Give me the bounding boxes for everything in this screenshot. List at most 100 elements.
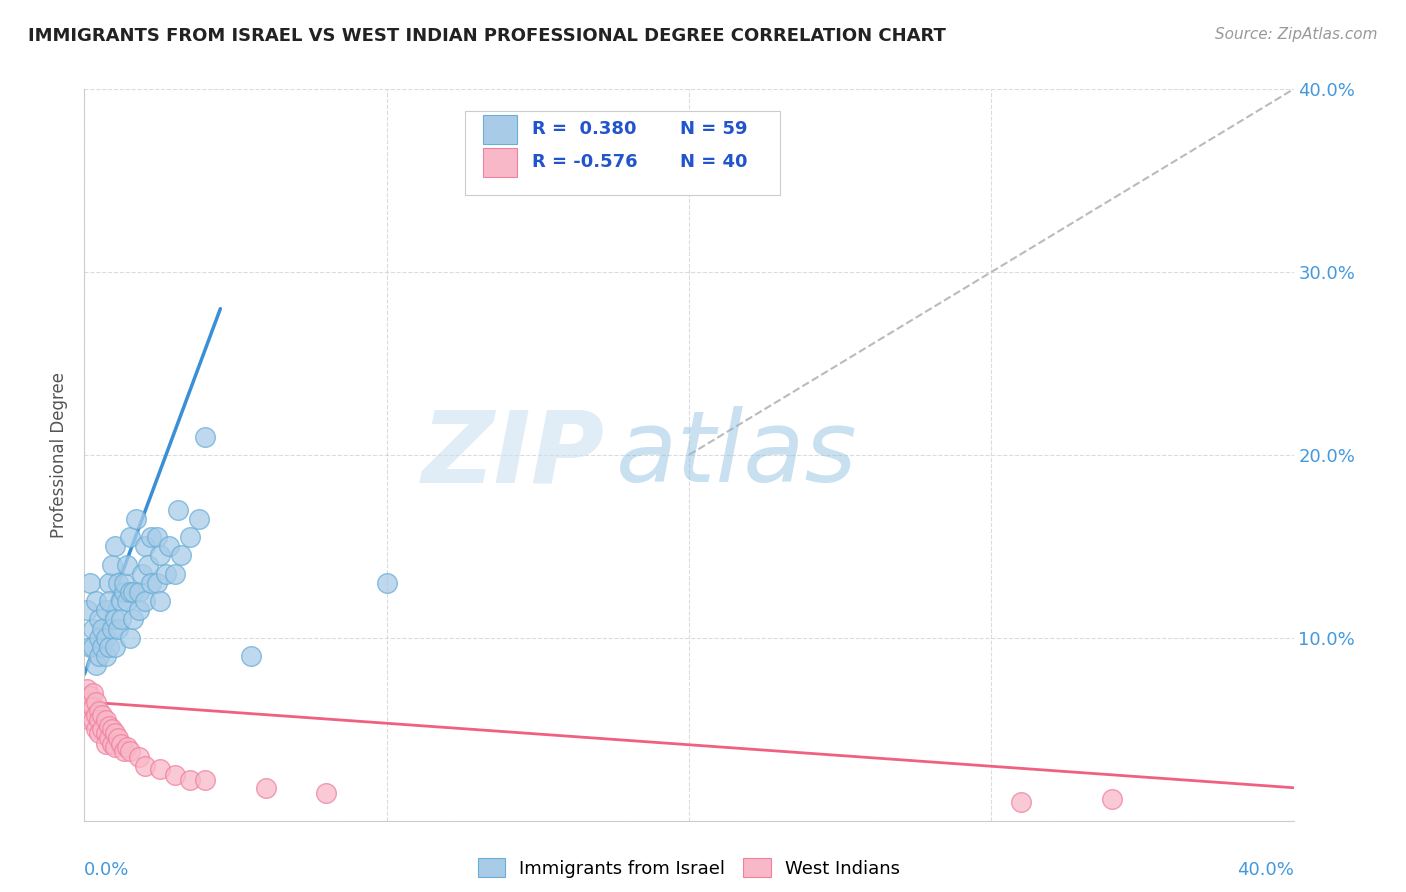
Point — [112, 744, 135, 758]
Point — [82, 640, 104, 654]
Point — [91, 640, 114, 654]
Point — [167, 502, 190, 516]
Point — [131, 566, 153, 581]
Point — [128, 585, 150, 599]
Point — [110, 613, 132, 627]
Point — [94, 631, 117, 645]
Point — [149, 763, 172, 777]
Point — [107, 576, 129, 591]
Point — [86, 594, 108, 608]
Point — [100, 558, 122, 572]
Point — [94, 603, 117, 617]
Point — [118, 585, 141, 599]
Bar — [484, 148, 517, 177]
Point — [86, 695, 108, 709]
Point — [82, 713, 104, 727]
Point — [121, 613, 143, 627]
Point — [86, 723, 108, 737]
Point — [79, 713, 101, 727]
Point — [115, 740, 138, 755]
Point — [107, 622, 129, 636]
Text: N = 59: N = 59 — [681, 120, 748, 138]
Point — [76, 695, 98, 709]
Point — [89, 726, 111, 740]
Point — [91, 622, 114, 636]
Point — [107, 731, 129, 746]
Point — [97, 576, 120, 591]
Point — [134, 539, 156, 553]
Text: N = 40: N = 40 — [681, 153, 748, 171]
Legend: Immigrants from Israel, West Indians: Immigrants from Israel, West Indians — [471, 851, 907, 885]
Point — [139, 576, 162, 591]
Point — [79, 640, 101, 654]
Point — [94, 713, 117, 727]
Point — [100, 737, 122, 751]
Point — [104, 539, 127, 553]
Point — [170, 549, 193, 563]
Point — [76, 603, 98, 617]
Point — [1101, 791, 1123, 805]
Point — [79, 690, 101, 704]
Point — [254, 780, 277, 795]
Point — [97, 640, 120, 654]
Text: 40.0%: 40.0% — [1237, 861, 1294, 879]
Point — [165, 566, 187, 581]
Point — [97, 731, 120, 746]
FancyBboxPatch shape — [465, 112, 780, 195]
Point — [104, 613, 127, 627]
Point — [155, 566, 177, 581]
Point — [112, 576, 135, 591]
Point — [89, 704, 111, 718]
Point — [1011, 796, 1033, 810]
Text: Source: ZipAtlas.com: Source: ZipAtlas.com — [1215, 27, 1378, 42]
Text: IMMIGRANTS FROM ISRAEL VS WEST INDIAN PROFESSIONAL DEGREE CORRELATION CHART: IMMIGRANTS FROM ISRAEL VS WEST INDIAN PR… — [28, 27, 946, 45]
Point — [188, 512, 211, 526]
Point — [89, 649, 111, 664]
Point — [91, 707, 114, 722]
Text: ZIP: ZIP — [422, 407, 605, 503]
Point — [134, 758, 156, 772]
Point — [134, 594, 156, 608]
Bar — [484, 115, 517, 145]
Point — [97, 718, 120, 732]
Point — [94, 737, 117, 751]
Point — [165, 768, 187, 782]
Point — [139, 530, 162, 544]
Point — [136, 558, 159, 572]
Point — [112, 585, 135, 599]
Point — [125, 512, 148, 526]
Point — [118, 631, 141, 645]
Point — [89, 613, 111, 627]
Point — [86, 707, 108, 722]
Point — [100, 622, 122, 636]
Point — [82, 622, 104, 636]
Point — [179, 773, 201, 788]
Point — [375, 576, 398, 591]
Point — [110, 594, 132, 608]
Point — [97, 594, 120, 608]
Point — [149, 594, 172, 608]
Point — [86, 658, 108, 673]
Text: R =  0.380: R = 0.380 — [531, 120, 637, 138]
Point — [104, 640, 127, 654]
Point — [146, 530, 169, 544]
Point — [76, 681, 98, 696]
Point — [146, 576, 169, 591]
Point — [104, 726, 127, 740]
Point — [179, 530, 201, 544]
Point — [79, 576, 101, 591]
Point — [115, 558, 138, 572]
Point — [79, 704, 101, 718]
Point — [82, 685, 104, 699]
Point — [100, 723, 122, 737]
Point — [104, 740, 127, 755]
Text: atlas: atlas — [616, 407, 858, 503]
Point — [315, 786, 337, 800]
Point — [89, 713, 111, 727]
Point — [115, 594, 138, 608]
Point — [118, 530, 141, 544]
Point — [149, 549, 172, 563]
Point — [94, 726, 117, 740]
Point — [94, 649, 117, 664]
Point — [157, 539, 180, 553]
